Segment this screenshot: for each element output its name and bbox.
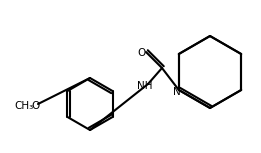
Text: N: N bbox=[173, 87, 181, 97]
Text: O: O bbox=[32, 101, 40, 111]
Text: NH: NH bbox=[137, 81, 153, 91]
Text: CH₃: CH₃ bbox=[14, 101, 34, 111]
Text: O: O bbox=[138, 48, 146, 58]
